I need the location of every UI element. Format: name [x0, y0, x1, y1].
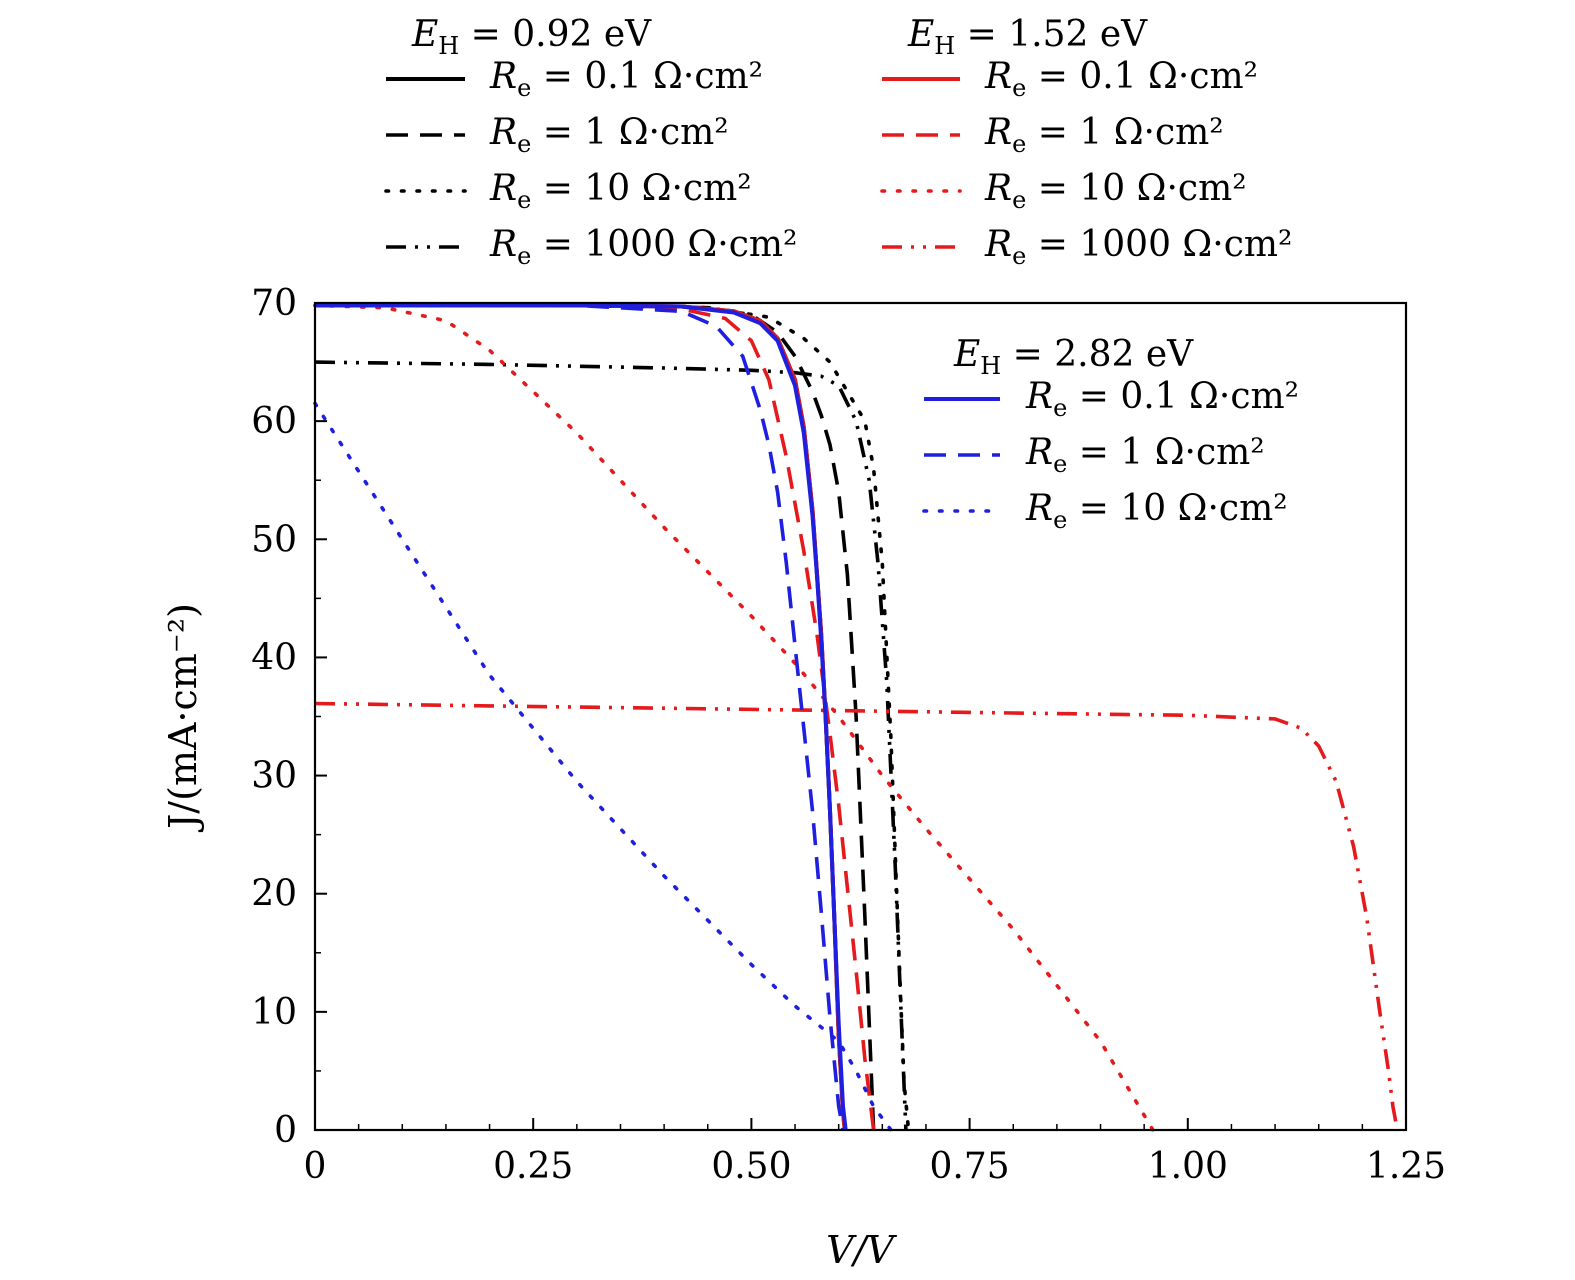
legend-title-2: EH = 1.52 eV [907, 14, 1148, 60]
legend-entry-label: Re = 1 Ω·cm² [1025, 432, 1265, 478]
y-axis-label: J/(mA·cm⁻²) [161, 603, 205, 833]
x-tick-label: 0.75 [930, 1146, 1010, 1187]
y-tick-label: 10 [251, 992, 297, 1033]
legend-entry-label: Re = 1 Ω·cm² [489, 112, 729, 158]
y-tick-label: 70 [251, 283, 297, 324]
legend-entry-label: Re = 10 Ω·cm² [1025, 488, 1288, 534]
legend-entry-label: Re = 10 Ω·cm² [984, 168, 1247, 214]
legend-title-3: EH = 2.82 eV [953, 334, 1194, 380]
y-tick-label: 50 [251, 519, 297, 560]
legend-entry-label: Re = 1 Ω·cm² [984, 112, 1224, 158]
x-tick-label: 0 [304, 1146, 327, 1187]
series-line-11 [313, 401, 893, 1132]
y-tick-label: 60 [251, 401, 297, 442]
series-line-10 [315, 303, 845, 1131]
tick-layer: 0 0.25 0.50 0.75 1.00 1.25 0 10 20 30 40 50 60 70 [251, 283, 1446, 1187]
series-line-7 [313, 303, 1155, 1132]
y-tick-label: 20 [251, 874, 297, 915]
legend-entry-label: Re = 10 Ω·cm² [489, 168, 752, 214]
series-line-8 [314, 701, 1400, 1131]
x-tick-label: 0.25 [493, 1146, 573, 1187]
x-axis-label: V/V [826, 1228, 897, 1272]
x-tick-label: 1.25 [1366, 1146, 1446, 1187]
x-tick-label: 0.50 [711, 1146, 791, 1187]
y-tick-label: 30 [251, 756, 297, 797]
legend-entry-label: Re = 0.1 Ω·cm² [489, 56, 763, 102]
series-line-2 [315, 303, 876, 1131]
legend-entry-label: Re = 1000 Ω·cm² [489, 224, 797, 270]
y-tick-label: 40 [251, 637, 297, 678]
series-line-9 [315, 303, 848, 1131]
series-line-6 [315, 303, 876, 1131]
legend-entry-label: Re = 1000 Ω·cm² [984, 224, 1292, 270]
legend-title-1: EH = 0.92 eV [411, 14, 652, 60]
legend-entry-label: Re = 0.1 Ω·cm² [984, 56, 1258, 102]
legend-entry-label: Re = 0.1 Ω·cm² [1025, 376, 1299, 422]
series-layer [313, 303, 1400, 1132]
y-tick-label: 0 [274, 1110, 297, 1151]
x-tick-label: 1.00 [1148, 1146, 1228, 1187]
series-line-4 [314, 360, 908, 1131]
